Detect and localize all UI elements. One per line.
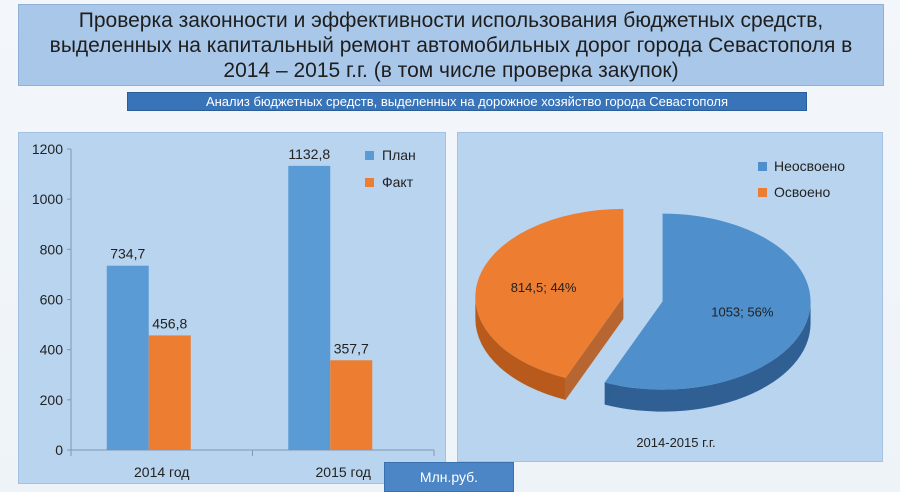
bar-plan-1 bbox=[288, 165, 331, 450]
legend-swatch-1 bbox=[758, 188, 767, 197]
bar-fact-1 bbox=[330, 360, 373, 450]
y-tick-label: 400 bbox=[40, 342, 64, 358]
pie-slice-side-1 bbox=[475, 296, 566, 400]
pie-slice-edge-1 bbox=[565, 296, 624, 400]
y-tick-label: 0 bbox=[55, 442, 63, 458]
y-tick-label: 800 bbox=[40, 241, 64, 257]
y-tick-label: 1200 bbox=[32, 141, 63, 157]
pie-xlabel: 2014-2015 г.г. bbox=[636, 435, 715, 450]
data-label: 734,7 bbox=[110, 246, 145, 262]
bar-plan-0 bbox=[106, 265, 149, 450]
title-banner: Проверка законности и эффективности испо… bbox=[18, 4, 884, 86]
legend-swatch-1 bbox=[365, 178, 374, 187]
units-label: Млн.руб. bbox=[419, 469, 479, 485]
data-label: 456,8 bbox=[152, 315, 187, 331]
pie-slice-spent bbox=[475, 208, 624, 378]
y-tick-label: 200 bbox=[40, 392, 64, 408]
pie-data-label: 814,5; 44% bbox=[511, 280, 577, 295]
pie-data-label: 1053; 56% bbox=[711, 304, 774, 319]
legend-swatch-0 bbox=[758, 162, 767, 171]
legend-label: Неосвоено bbox=[774, 158, 845, 174]
y-tick-label: 600 bbox=[40, 292, 64, 308]
pie-slice-side-0 bbox=[604, 301, 811, 412]
bar-chart: 0 200 400 600 800 1000 1200 2014 год 734,7 456,8 2… bbox=[32, 141, 435, 480]
legend-swatch-0 bbox=[365, 151, 374, 160]
legend-label: План bbox=[382, 147, 416, 163]
legend-label: Факт bbox=[382, 174, 414, 190]
x-tick-label: 2015 год bbox=[316, 464, 371, 480]
subtitle-banner: Анализ бюджетных средств, выделенных на … bbox=[127, 92, 807, 111]
bar-chart-panel: 0 200 400 600 800 1000 1200 2014 год 734,7 456,8 2… bbox=[18, 132, 446, 484]
pie-slice-unspent bbox=[604, 213, 811, 390]
legend-label: Освоено bbox=[774, 184, 830, 200]
data-label: 1132,8 bbox=[288, 146, 330, 162]
pie-chart: 1053; 56% 814,5; 44% Неосвоено Освоено 2014-… bbox=[475, 158, 845, 450]
x-tick-label: 2014 год bbox=[134, 464, 189, 480]
units-badge: Млн.руб. bbox=[384, 462, 514, 492]
bar-fact-0 bbox=[148, 335, 191, 450]
page-subtitle: Анализ бюджетных средств, выделенных на … bbox=[205, 94, 729, 109]
y-tick-label: 1000 bbox=[32, 191, 63, 207]
pie-chart-panel: 1053; 56% 814,5; 44% Неосвоено Освоено 2014-… bbox=[457, 132, 883, 462]
page-title: Проверка законности и эффективности испо… bbox=[49, 8, 853, 82]
data-label: 357,7 bbox=[334, 340, 369, 356]
